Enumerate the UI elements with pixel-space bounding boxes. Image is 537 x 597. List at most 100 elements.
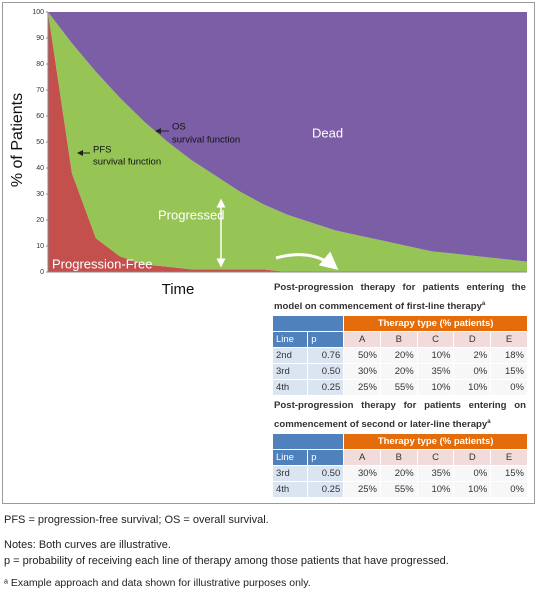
area-label: Progression-Free — [52, 256, 152, 271]
table-cell: 35% — [416, 363, 455, 381]
footnote: ᵃ Example approach and data shown for il… — [4, 577, 311, 589]
chart: % of Patients Time Progression-Free Prog… — [9, 9, 527, 298]
table-cell: 10% — [416, 379, 455, 397]
y-tick-label: 40 — [36, 165, 44, 172]
table-block: Post-progression therapy for patients en… — [271, 398, 528, 499]
y-tick-label: 10 — [36, 243, 44, 250]
column-header: D — [453, 449, 492, 467]
y-axis-label: % of Patients — [9, 93, 26, 187]
column-header: p — [307, 449, 345, 467]
column-header: A — [343, 449, 381, 467]
pointer-arrow — [275, 251, 339, 270]
y-tick-label: 70 — [36, 87, 44, 94]
table-cell: 0.25 — [307, 379, 345, 397]
header-cell — [271, 315, 345, 333]
figure-frame — [2, 2, 535, 504]
table-cell: 10% — [453, 379, 492, 397]
table-row: 4th 0.25 25% 55% 10% 10% 0% — [271, 481, 528, 499]
column-header: B — [379, 331, 418, 349]
table-cell: 10% — [453, 481, 492, 499]
header-cell — [271, 433, 345, 451]
table-cell: 2nd — [271, 347, 309, 365]
table-cell: 0.50 — [307, 465, 345, 483]
table: Therapy type (% patients) Line p A B C D E 3rd 0.… — [271, 433, 528, 499]
table-cell: 0.50 — [307, 363, 345, 381]
table-cell: 4th — [271, 379, 309, 397]
column-header: B — [379, 449, 418, 467]
table-cell: 10% — [416, 347, 455, 365]
column-header: E — [490, 331, 528, 349]
table-row: 3rd 0.50 30% 20% 35% 0% 15% — [271, 465, 528, 483]
table-cell: 35% — [416, 465, 455, 483]
y-tick-label: 20 — [36, 217, 44, 224]
table-cell: 3rd — [271, 363, 309, 381]
table-cell: 20% — [379, 363, 418, 381]
footnote: Notes: Both curves are illustrative. — [4, 539, 171, 551]
table-title-text: Post-progression therapy for patients en… — [274, 282, 526, 313]
table-cell: 25% — [343, 481, 381, 499]
column-header: C — [416, 449, 455, 467]
header-row: Line p A B C D E — [271, 331, 528, 349]
table: Therapy type (% patients) Line p A B C D E 2nd 0.… — [271, 315, 528, 397]
table-cell: 0% — [490, 379, 528, 397]
table-cell: 55% — [379, 481, 418, 499]
table-cell: 55% — [379, 379, 418, 397]
table-cell: 20% — [379, 347, 418, 365]
table-cell: 25% — [343, 379, 381, 397]
column-header: A — [343, 331, 381, 349]
table-cell: 0.25 — [307, 481, 345, 499]
footnote: p = probability of receiving each line o… — [4, 555, 449, 567]
column-header: D — [453, 331, 492, 349]
annotation: PFS — [93, 145, 111, 156]
y-tick-label: 100 — [32, 9, 44, 16]
table-title-sup: a — [481, 301, 486, 307]
table-cell: 30% — [343, 465, 381, 483]
annotation: survival function — [93, 157, 161, 168]
table-cell: 50% — [343, 347, 381, 365]
table-cell: 0.76 — [307, 347, 345, 365]
table-row: 2nd 0.76 50% 20% 10% 2% 18% — [271, 347, 528, 365]
table-cell: 30% — [343, 363, 381, 381]
table-cell: 10% — [416, 481, 455, 499]
column-header: E — [490, 449, 528, 467]
table-cell: 3rd — [271, 465, 309, 483]
y-tick-label: 80 — [36, 61, 44, 68]
table-cell: 0% — [453, 465, 492, 483]
annotation: survival function — [172, 135, 240, 146]
x-axis-label: Time — [162, 281, 195, 298]
table-cell: 0% — [453, 363, 492, 381]
y-tick-label: 30 — [36, 191, 44, 198]
table-cell: 4th — [271, 481, 309, 499]
header-row: Line p A B C D E — [271, 449, 528, 467]
table-cell: 15% — [490, 363, 528, 381]
header-cell: Therapy type (% patients) — [343, 433, 528, 451]
header-row: Therapy type (% patients) — [271, 433, 528, 451]
column-header: p — [307, 331, 345, 349]
table-cell: 20% — [379, 465, 418, 483]
column-header: Line — [271, 449, 309, 467]
footnote: PFS = progression-free survival; OS = ov… — [4, 514, 269, 526]
table-cell: 2% — [453, 347, 492, 365]
area-label: Dead — [312, 125, 343, 140]
area-label: Progressed — [158, 207, 224, 222]
area — [48, 12, 527, 272]
table-title-text: Post-progression therapy for patients en… — [274, 400, 526, 431]
column-header: C — [416, 331, 455, 349]
y-tick-label: 0 — [40, 269, 44, 276]
annotation: OS — [172, 122, 186, 133]
table-cell: 18% — [490, 347, 528, 365]
table-title-sup: a — [487, 419, 491, 425]
column-header: Line — [271, 331, 309, 349]
header-cell: Therapy type (% patients) — [343, 315, 528, 333]
y-tick-label: 50 — [36, 139, 44, 146]
y-tick-label: 90 — [36, 35, 44, 42]
area — [48, 12, 527, 262]
table-title: Post-progression therapy for patients en… — [272, 280, 528, 315]
table-row: 4th 0.25 25% 55% 10% 10% 0% — [271, 379, 528, 397]
table-cell: 15% — [490, 465, 528, 483]
header-row: Therapy type (% patients) — [271, 315, 528, 333]
y-tick-label: 60 — [36, 113, 44, 120]
area — [48, 12, 527, 272]
table-block: Post-progression therapy for patients en… — [271, 280, 528, 397]
